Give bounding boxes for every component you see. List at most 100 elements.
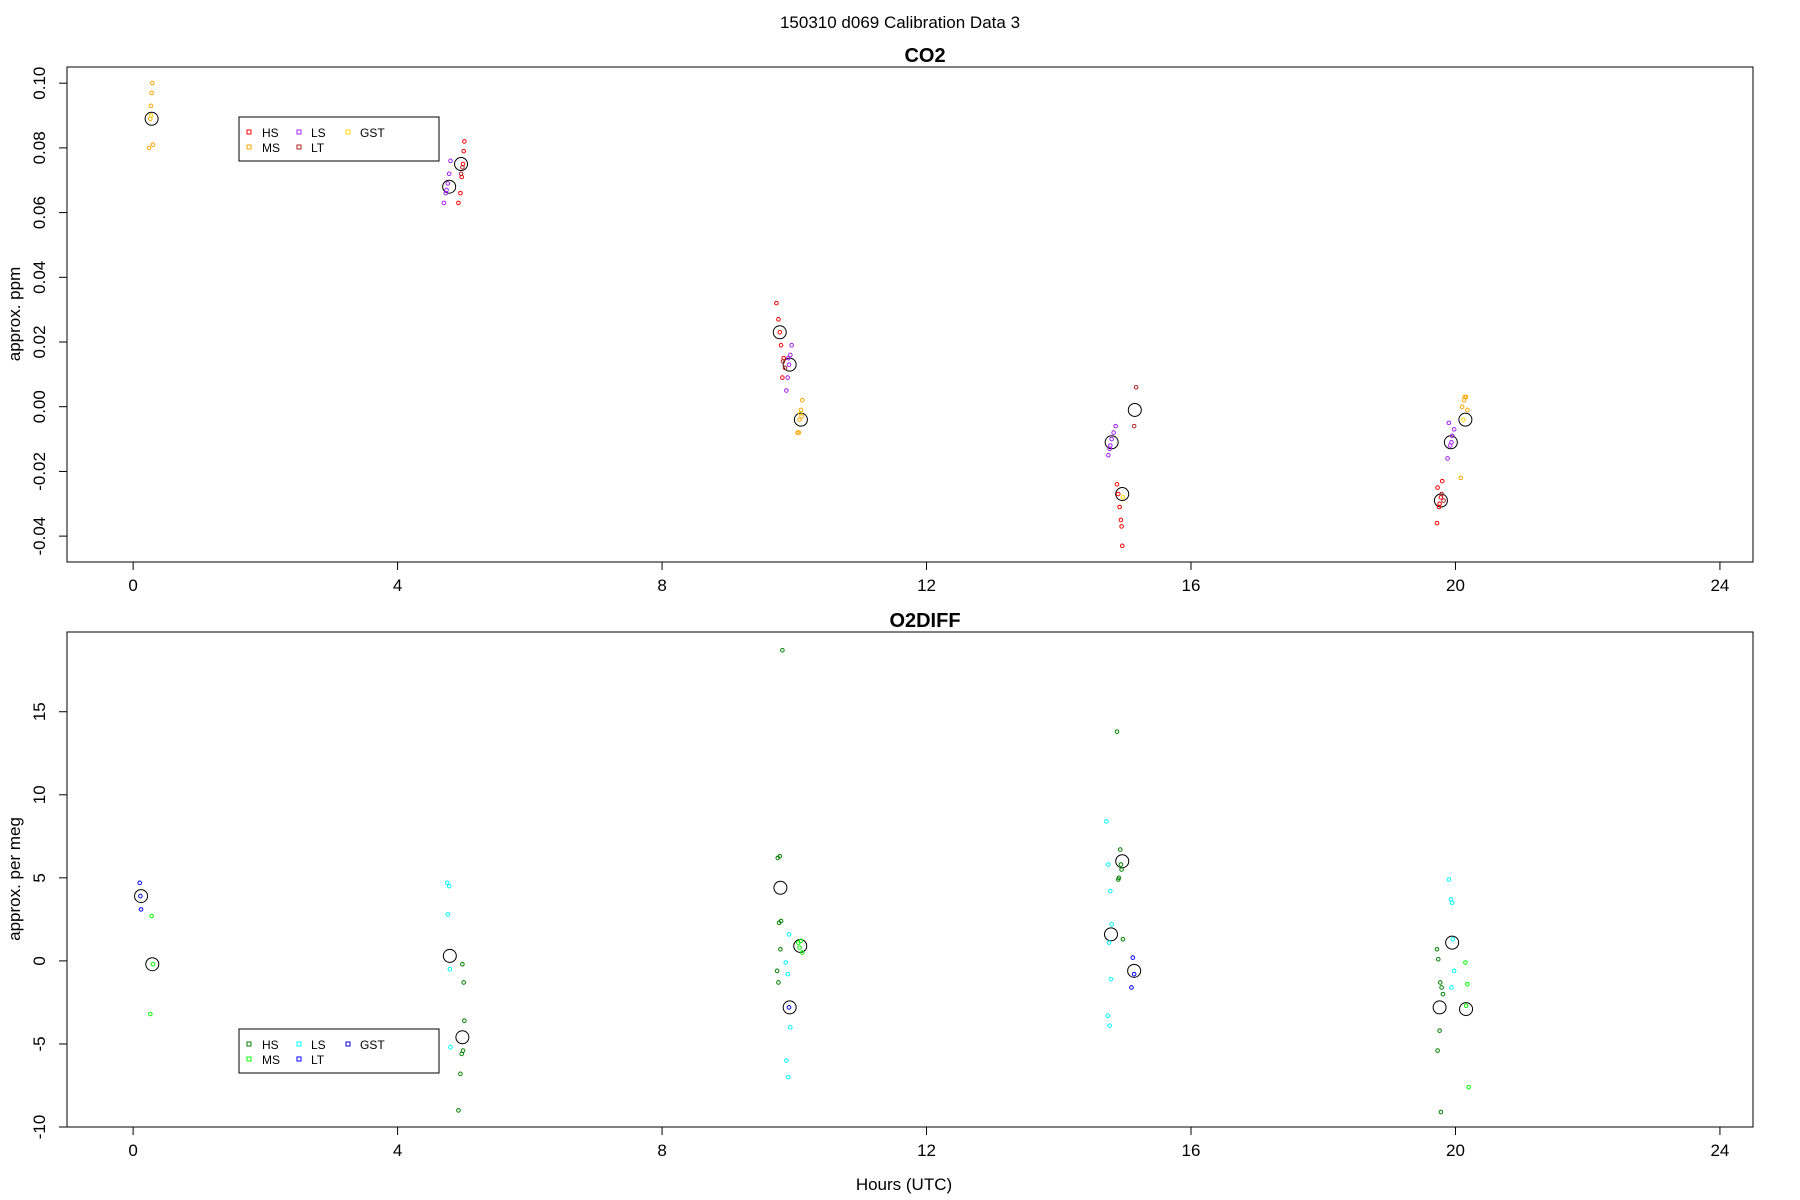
co2-point-hs-6 (774, 300, 779, 306)
o2diff-point-ls-15 (1106, 940, 1112, 945)
o2diff-point-ms-4 (797, 945, 802, 950)
co2-y-tick-label-3: 0.02 (30, 325, 49, 358)
co2-point-ms-2 (148, 103, 154, 109)
co2-point-hs-16 (1119, 524, 1124, 529)
co2-axis-ticks: 0 4 8 12 16 20 24 -0.04 -0.02 0.00 0.02 0.04 0.06 0.0… (30, 67, 1729, 595)
co2-legend-label-ls: LS (311, 126, 326, 140)
co2-point-hs-0 (456, 200, 461, 206)
co2-point-hs-13 (1115, 491, 1121, 497)
co2-point-ms-0 (146, 145, 152, 151)
o2diff-point-hs-26 (1440, 991, 1446, 997)
o2diff-mean-marker-7 (1103, 927, 1118, 942)
o2diff-point-hs-4 (462, 1018, 467, 1023)
o2diff-mean-marker-1 (145, 957, 160, 972)
o2diff-mean-marker-0 (134, 889, 149, 904)
co2-point-hs-9 (778, 342, 784, 348)
o2diff-point-hs-0 (456, 1108, 461, 1113)
o2diff-point-ls-14 (1109, 922, 1114, 927)
co2-y-tick-label-2: 0.00 (30, 390, 49, 423)
co2-mean-marker-1 (442, 179, 457, 194)
co2-point-ls-12 (1106, 452, 1111, 458)
o2diff-point-ls-12 (1106, 862, 1111, 867)
o2diff-legend: HS MS LS LT GST (238, 1028, 440, 1074)
co2-x-tick-label-6: 24 (1710, 576, 1729, 595)
co2-x-tick-label-1: 4 (393, 576, 402, 595)
o2diff-point-hs-20 (1118, 862, 1124, 867)
co2-legend-label-hs: HS (262, 126, 279, 140)
co2-point-ls-3 (446, 171, 452, 177)
co2-legend-label-ms: MS (262, 141, 280, 155)
o2diff-point-ls-11 (1104, 819, 1109, 824)
o2diff-point-hs-5 (461, 980, 467, 985)
o2diff-point-gst-1 (786, 1005, 792, 1010)
o2diff-point-hs-25 (1439, 985, 1444, 990)
o2diff-mean-marker-3 (455, 1030, 470, 1045)
o2diff-x-axis-label: Hours (UTC) (856, 1175, 952, 1194)
figure-title: 150310 d069 Calibration Data 3 (780, 13, 1020, 32)
o2diff-y-tick-label-1: -5 (30, 1036, 49, 1051)
co2-point-ms-17 (1462, 394, 1468, 400)
o2diff-y-tick-label-0: -10 (30, 1115, 49, 1140)
co2-point-hs-17 (1119, 543, 1125, 549)
co2-x-tick-label-3: 12 (917, 576, 936, 595)
o2diff-point-ls-13 (1108, 888, 1113, 894)
o2diff-point-lt-1 (138, 907, 144, 912)
o2diff-point-ls-0 (444, 880, 450, 886)
co2-y-tick-label-1: -0.02 (30, 452, 49, 491)
co2-point-ls-11 (786, 355, 791, 361)
co2-point-lt-2 (780, 359, 786, 364)
o2diff-point-hs-21 (1120, 936, 1126, 942)
o2diff-legend-label-gst: GST (360, 1038, 385, 1052)
co2-point-ms-3 (149, 90, 154, 96)
co2-y-tick-label-0: -0.04 (30, 517, 49, 556)
o2diff-point-hs-12 (774, 968, 780, 974)
o2diff-point-ls-22 (1450, 936, 1456, 942)
o2diff-point-hs-13 (776, 980, 781, 985)
co2-point-gst-3 (1120, 494, 1126, 500)
co2-point-lt-6 (1439, 491, 1444, 497)
o2diff-legend-marker-ls (296, 1041, 302, 1047)
co2-legend-marker-ms (246, 144, 252, 150)
o2diff-point-ms-7 (1463, 960, 1468, 965)
o2diff-mean-markers (134, 854, 1474, 1045)
o2diff-y-tick-label-2: 0 (30, 956, 49, 965)
o2diff-point-hs-6 (460, 961, 465, 967)
co2-mean-marker-7 (1115, 487, 1130, 502)
o2diff-point-hs-14 (780, 647, 785, 653)
o2diff-y-tick-label-4: 10 (30, 785, 49, 804)
o2diff-x-tick-label-2: 8 (657, 1141, 666, 1160)
o2diff-point-ls-19 (1446, 877, 1452, 882)
o2diff-point-hs-24 (1437, 980, 1443, 985)
co2-point-lt-0 (458, 171, 464, 177)
o2diff-y-axis-label: approx. per meg (5, 817, 24, 941)
o2diff-legend-box (238, 1028, 440, 1074)
co2-point-gst-2 (1461, 417, 1466, 422)
co2-point-ls-4 (448, 158, 453, 164)
o2diff-point-hs-16 (1117, 847, 1123, 852)
co2-point-hs-7 (776, 317, 781, 322)
co2-point-gst-1 (797, 410, 803, 416)
co2-point-gst-0 (148, 113, 154, 118)
o2diff-mean-marker-10 (1432, 1000, 1447, 1015)
o2diff-legend-marker-hs (246, 1041, 252, 1047)
o2diff-point-ls-21 (1449, 900, 1455, 906)
co2-point-ms-15 (1465, 407, 1470, 413)
co2-point-ls-22 (1446, 420, 1452, 426)
co2-data-points (146, 80, 1470, 549)
co2-legend-box (238, 116, 440, 162)
co2-point-ls-5 (444, 187, 449, 193)
o2diff-legend-marker-gst (345, 1041, 351, 1047)
o2diff-point-ms-5 (798, 938, 804, 944)
co2-y-tick-label-6: 0.08 (30, 131, 49, 164)
co2-point-lt-5 (1133, 384, 1139, 390)
co2-point-ls-23 (1449, 439, 1454, 445)
o2diff-legend-label-lt: LT (311, 1053, 325, 1067)
co2-point-ms-9 (799, 397, 805, 403)
o2diff-point-ls-3 (447, 966, 453, 972)
co2-legend-label-gst: GST (360, 126, 385, 140)
co2-point-ls-0 (441, 200, 447, 206)
o2diff-x-tick-label-6: 24 (1710, 1141, 1729, 1160)
o2diff-point-hs-15 (1114, 729, 1120, 734)
o2diff-point-lt-2 (1130, 955, 1136, 960)
o2diff-point-ls-2 (445, 912, 451, 917)
